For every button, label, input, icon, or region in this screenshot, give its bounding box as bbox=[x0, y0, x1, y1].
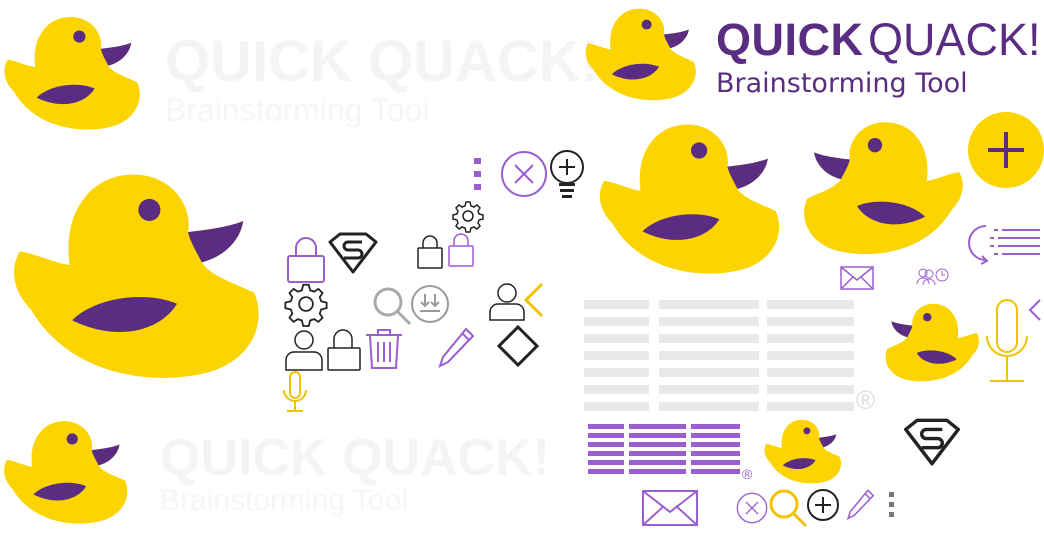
kebab-menu-icon-gray[interactable] bbox=[888, 492, 896, 518]
app-title-bold: QUICK bbox=[716, 14, 864, 65]
lock-icon-pair bbox=[417, 233, 474, 269]
search-icon[interactable] bbox=[372, 286, 412, 326]
ghost-subtitle-bottom: Brainstorming Tool bbox=[160, 484, 408, 517]
duck-icon-header bbox=[585, 8, 696, 101]
chevron-left-icon-purple[interactable] bbox=[1028, 298, 1042, 322]
lock-icon-purple bbox=[287, 237, 325, 283]
superman-icon-right bbox=[904, 418, 960, 466]
microphone-icon[interactable] bbox=[282, 370, 308, 414]
diamond-icon bbox=[496, 324, 540, 368]
plus-circle-icon[interactable] bbox=[806, 488, 840, 522]
app-title-light: QUACK! bbox=[867, 14, 1041, 65]
plus-icon[interactable] bbox=[968, 112, 1044, 188]
duck-icon-bottom-left bbox=[4, 421, 128, 524]
user-lock-icon bbox=[285, 329, 361, 371]
registered-mark: ® bbox=[742, 466, 753, 482]
duck-icon-large bbox=[14, 174, 259, 378]
ghost-title-bottom: QUICK QUACK! bbox=[160, 429, 550, 487]
close-icon-small[interactable] bbox=[736, 492, 768, 524]
lightbulb-icon bbox=[550, 150, 584, 198]
search-icon-yellow[interactable] bbox=[768, 488, 808, 528]
duck-icon-facing-left bbox=[798, 110, 968, 268]
ibm-logo-ghost bbox=[584, 298, 854, 414]
app-subtitle: Brainstorming Tool bbox=[716, 68, 968, 99]
registered-mark-ghost: ® bbox=[856, 385, 876, 415]
chevron-left-icon[interactable] bbox=[522, 282, 546, 318]
ghost-title-top: QUICK QUACK! bbox=[165, 29, 600, 94]
gear-icon[interactable] bbox=[284, 282, 328, 327]
download-icon[interactable] bbox=[410, 284, 450, 324]
duck-icon-top-left bbox=[4, 17, 140, 130]
duck-icon-small-right bbox=[882, 296, 982, 390]
microphone-icon-large[interactable] bbox=[984, 298, 1030, 386]
list-icon[interactable] bbox=[966, 222, 1044, 265]
trash-icon[interactable] bbox=[364, 328, 404, 370]
kebab-menu-icon[interactable] bbox=[474, 158, 482, 192]
mail-icon-small[interactable] bbox=[840, 266, 874, 290]
app-title: QUICK QUACK! bbox=[716, 14, 1040, 66]
close-icon[interactable] bbox=[500, 150, 548, 198]
gear-icon-small[interactable] bbox=[452, 200, 484, 233]
ibm-logo bbox=[588, 423, 740, 481]
duck-icon-small-bottom bbox=[764, 419, 842, 484]
user-icon bbox=[489, 283, 525, 321]
superman-icon bbox=[328, 232, 378, 274]
users-clock-icon bbox=[916, 268, 949, 286]
pencil-icon[interactable] bbox=[438, 326, 476, 368]
ghost-subtitle-top: Brainstorming Tool bbox=[165, 92, 430, 128]
mail-icon[interactable] bbox=[642, 490, 698, 526]
pencil-icon-small[interactable] bbox=[846, 488, 876, 520]
duck-icon-center-right bbox=[599, 124, 780, 274]
